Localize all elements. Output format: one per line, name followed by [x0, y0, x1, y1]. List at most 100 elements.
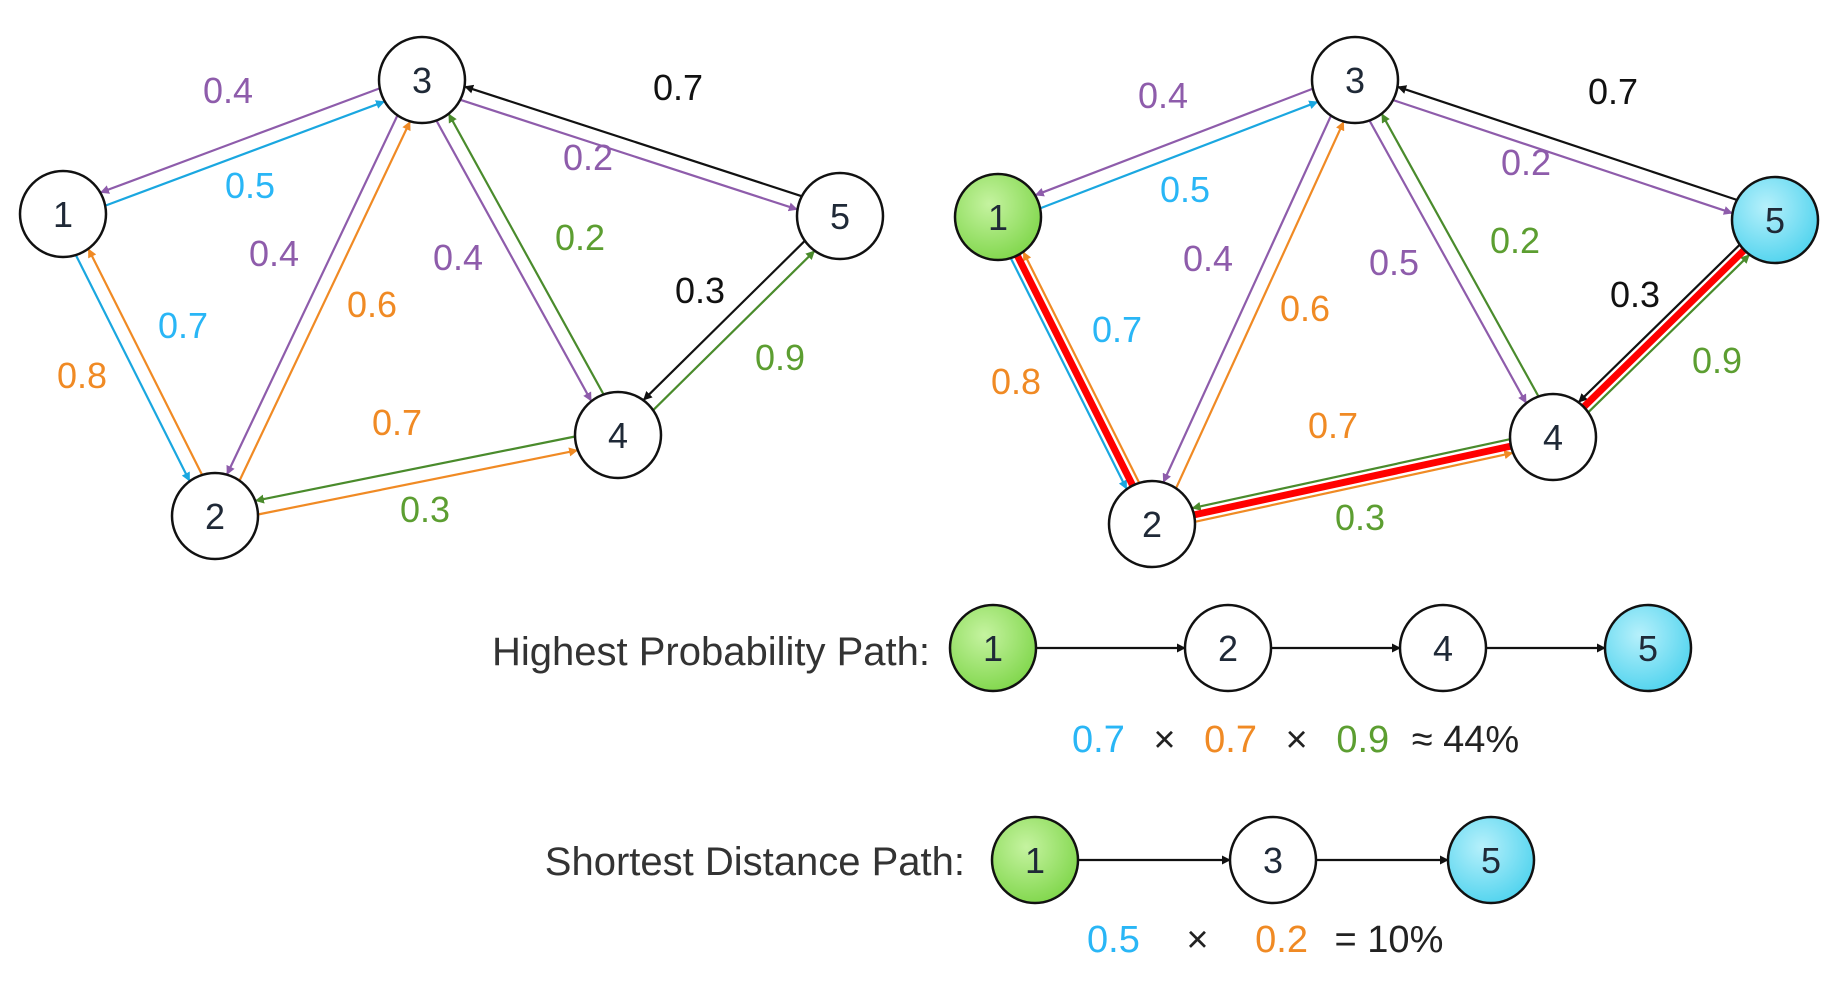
node-4	[1508, 392, 1598, 482]
edge-3-to-2	[226, 115, 399, 475]
edge-label-3-to-2: 0.4	[249, 233, 299, 274]
node-4-label: 4	[1543, 417, 1563, 458]
formula-factor-3: 0.9	[1336, 719, 1389, 761]
node-1	[953, 172, 1043, 262]
edge-2-to-3	[238, 121, 411, 481]
highest-path-node-2	[1183, 603, 1273, 693]
edge-label-5-to-3: 0.7	[653, 67, 703, 108]
formula-result: ≈ 44%	[1412, 719, 1519, 761]
node-5-label: 5	[1765, 200, 1785, 241]
edge-label-2-to-4: 0.7	[372, 402, 422, 443]
edge-3-to-1	[1034, 87, 1313, 197]
formula-times-2: ×	[1286, 719, 1308, 761]
shortest-path-node-5-label: 5	[1481, 840, 1501, 881]
edge-3-to-1	[99, 87, 380, 194]
node-1-label: 1	[988, 197, 1008, 238]
edge-label-2-to-3: 0.6	[347, 284, 397, 325]
highest-probability-formula: 0.7 × 0.7 × 0.9 ≈ 44%	[1072, 719, 1519, 761]
path-comparison: Highest Probability Path: 1 2 4 5 0.7 × 0.7…	[492, 603, 1693, 961]
edge-label-1-to-3: 0.5	[1160, 169, 1210, 210]
shortest-path-node-1	[990, 815, 1080, 905]
edge-5-to-4	[642, 240, 806, 401]
formula-factor-1: 0.7	[1072, 719, 1125, 761]
edge-label-1-to-2: 0.7	[1092, 309, 1142, 350]
edge-label-3-to-5: 0.2	[1501, 142, 1551, 183]
highlight-edge-4-to-5	[1580, 246, 1748, 411]
edge-4-to-2	[254, 435, 575, 504]
formula-factor-2: 0.2	[1255, 919, 1308, 961]
node-5	[1730, 175, 1820, 265]
formula-times-1: ×	[1186, 919, 1208, 961]
shortest-path-node-3-label: 3	[1263, 840, 1283, 881]
edge-4-to-2	[1191, 438, 1510, 511]
edge-4-to-3	[447, 113, 605, 395]
highest-path-node-4-label: 4	[1433, 628, 1453, 669]
edge-label-5-to-4: 0.3	[1610, 274, 1660, 315]
edge-label-2-to-3: 0.6	[1280, 288, 1330, 329]
edge-5-to-3	[464, 84, 802, 198]
edge-label-4-to-2: 0.3	[400, 489, 450, 530]
highest-path-node-1-label: 1	[983, 628, 1003, 669]
highest-path-node-2-label: 2	[1218, 628, 1238, 669]
node-2-label: 2	[205, 496, 225, 537]
node-2	[1107, 479, 1197, 569]
edge-label-4-to-5: 0.9	[1692, 340, 1742, 381]
edge-4-to-3	[1381, 113, 1540, 397]
edge-2-to-3	[1175, 121, 1345, 489]
formula-factor-1: 0.5	[1087, 919, 1140, 961]
edge-3-to-2	[1162, 115, 1332, 483]
edge-3-to-5	[460, 98, 798, 212]
edge-5-to-3	[1397, 85, 1737, 201]
highest-probability-path-label: Highest Probability Path:	[492, 630, 930, 674]
node-1-label: 1	[53, 194, 73, 235]
node-5	[795, 171, 885, 261]
node-4-label: 4	[608, 415, 628, 456]
edge-label-4-to-5: 0.9	[755, 337, 805, 378]
edge-label-2-to-1: 0.8	[991, 361, 1041, 402]
formula-result: = 10%	[1335, 919, 1444, 961]
left-graph: 0.5 0.4 0.7 0.8 0.4 0.6 0.7 0.3 0.2 0.2 0.7 0.3 0.9 0…	[18, 35, 885, 561]
highlight-edge-1-to-2	[1013, 251, 1137, 490]
edge-label-2-to-1: 0.8	[57, 355, 107, 396]
edge-4-to-5	[1587, 254, 1750, 413]
edge-label-3-to-1: 0.4	[1138, 75, 1188, 116]
shortest-distance-path-label: Shortest Distance Path:	[545, 840, 965, 884]
node-5-label: 5	[830, 196, 850, 237]
edge-label-3-to-4: 0.4	[433, 237, 483, 278]
right-graph: 0.5 0.4 0.7 0.8 0.4 0.6 0.7 0.3 0.2 0.2 0.7 0.3 0.9 0…	[953, 35, 1820, 569]
shortest-distance-formula: 0.5 × 0.2 = 10%	[1087, 919, 1443, 961]
shortest-path-node-3	[1228, 815, 1318, 905]
formula-factor-2: 0.7	[1204, 719, 1257, 761]
edge-label-2-to-4: 0.7	[1308, 405, 1358, 446]
edge-label-4-to-3: 0.2	[1490, 220, 1540, 261]
node-2	[170, 471, 260, 561]
edge-label-4-to-2: 0.3	[1335, 497, 1385, 538]
edge-2-to-4	[1195, 450, 1514, 523]
node-3	[1310, 35, 1400, 125]
shortest-path-node-1-label: 1	[1025, 840, 1045, 881]
edge-2-to-4	[258, 447, 579, 516]
highest-probability-path-chain: 1 2 4 5	[948, 603, 1693, 693]
edge-3-to-4	[1368, 120, 1527, 404]
node-2-label: 2	[1142, 504, 1162, 545]
edge-1-to-2	[75, 255, 191, 482]
edge-label-4-to-3: 0.2	[555, 217, 605, 258]
shortest-distance-path-chain: 1 3 5	[990, 815, 1536, 905]
edge-2-to-1	[1022, 251, 1140, 483]
highlight-edge-2-to-4	[1190, 442, 1515, 519]
edge-3-to-5	[1393, 99, 1733, 215]
edge-1-to-3	[1040, 100, 1319, 210]
shortest-path-node-5	[1446, 815, 1536, 905]
formula-times-1: ×	[1153, 719, 1175, 761]
edge-4-to-5	[652, 250, 816, 411]
highest-path-node-5	[1603, 603, 1693, 693]
edge-label-1-to-3: 0.5	[225, 165, 275, 206]
highest-path-node-5-label: 5	[1638, 628, 1658, 669]
edge-1-to-2	[1010, 258, 1128, 490]
edge-label-5-to-3: 0.7	[1588, 71, 1638, 112]
edge-label-5-to-4: 0.3	[675, 270, 725, 311]
edge-5-to-4	[1578, 244, 1741, 403]
edge-2-to-1	[87, 248, 203, 475]
edge-label-1-to-2: 0.7	[158, 305, 208, 346]
edge-label-3-to-2: 0.4	[1183, 238, 1233, 279]
